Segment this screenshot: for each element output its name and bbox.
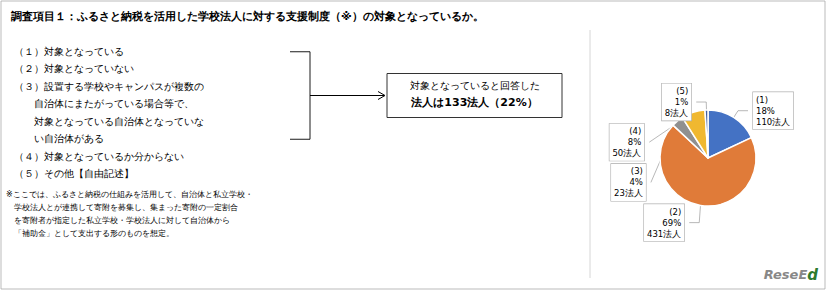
svg-text:110法人: 110法人: [756, 117, 790, 127]
svg-text:69%: 69%: [662, 218, 681, 228]
svg-text:（２）対象となっていない: （２）対象となっていない: [14, 63, 134, 74]
svg-text:50法人: 50法人: [612, 148, 641, 158]
svg-text:ReseE: ReseE: [764, 267, 808, 282]
svg-text:い自治体がある: い自治体がある: [14, 133, 104, 144]
svg-text:法人は133法人（22%）: 法人は133法人（22%）: [410, 96, 537, 109]
svg-text:（４）対象となっているか分からない: （４）対象となっているか分からない: [14, 151, 184, 162]
svg-text:d: d: [807, 266, 818, 284]
svg-text:1%: 1%: [675, 97, 689, 107]
svg-text:調査項目１：ふるさと納税を活用した学校法人に対する支援制度（: 調査項目１：ふるさと納税を活用した学校法人に対する支援制度（※）の対象となってい…: [11, 10, 484, 23]
svg-text:「補助金」として支出する形のものを想定。: 「補助金」として支出する形のものを想定。: [6, 229, 174, 238]
svg-text:(1): (1): [756, 95, 768, 105]
svg-text:4%: 4%: [629, 177, 643, 187]
svg-text:対象となっていると回答した: 対象となっていると回答した: [410, 80, 540, 91]
svg-text:を寄附者が指定した私立学校・学校法人に対して自治体から: を寄附者が指定した私立学校・学校法人に対して自治体から: [6, 216, 230, 225]
svg-text:（３）設置する学校やキャンパスが複数の: （３）設置する学校やキャンパスが複数の: [14, 81, 204, 92]
svg-text:(5): (5): [676, 86, 688, 96]
svg-text:18%: 18%: [756, 106, 775, 116]
svg-text:対象となっている自治体となっていな: 対象となっている自治体となっていな: [14, 116, 204, 127]
svg-text:8法人: 8法人: [665, 108, 688, 118]
svg-text:(2): (2): [669, 207, 681, 217]
svg-text:学校法人とが連携して寄附を募集し、集まった寄附の一定割合: 学校法人とが連携して寄附を募集し、集まった寄附の一定割合: [6, 203, 238, 212]
svg-text:(3): (3): [631, 166, 643, 176]
svg-text:8%: 8%: [628, 137, 642, 147]
svg-text:（１）対象となっている: （１）対象となっている: [14, 46, 124, 57]
svg-text:（５）その他【自由記述】: （５）その他【自由記述】: [14, 168, 134, 179]
svg-text:431法人: 431法人: [647, 229, 681, 239]
svg-text:23法人: 23法人: [614, 188, 643, 198]
svg-text:自治体にまたがっている場合等で、: 自治体にまたがっている場合等で、: [14, 98, 194, 109]
svg-text:※ここでは、ふるさと納税の仕組みを活用して、自治体と私立学校: ※ここでは、ふるさと納税の仕組みを活用して、自治体と私立学校・: [6, 190, 253, 199]
svg-text:(4): (4): [629, 126, 641, 136]
